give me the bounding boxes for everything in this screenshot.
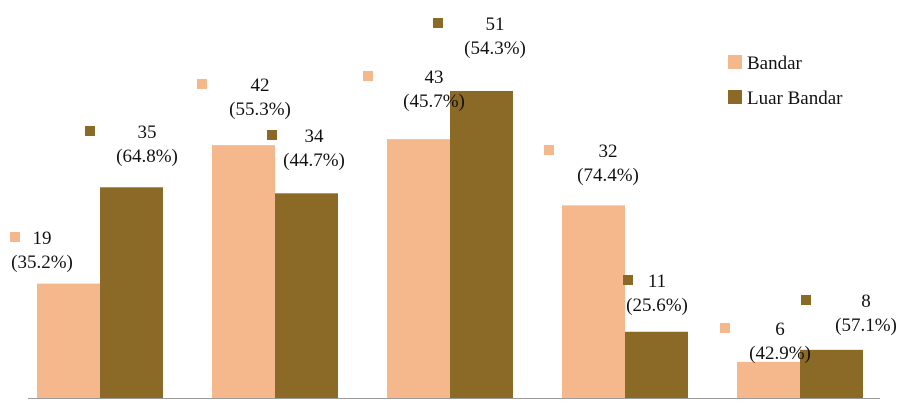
label-marker-bandar-4 <box>544 145 554 155</box>
data-label-percent-luar-bandar-2: (44.7%) <box>283 150 345 171</box>
bar-luar-bandar-5 <box>800 349 863 398</box>
legend-swatch-bandar <box>728 55 742 69</box>
bar-bandar-1 <box>37 283 100 398</box>
legend: Bandar Luar Bandar <box>728 53 843 109</box>
data-label-value-luar-bandar-4: 11 <box>648 271 666 292</box>
data-label-value-bandar-4: 32 <box>599 141 618 162</box>
bar-luar-bandar-4 <box>625 331 688 398</box>
data-label-value-luar-bandar-3: 51 <box>486 14 505 35</box>
label-marker-bandar-5 <box>720 323 730 333</box>
data-label-percent-bandar-3: (45.7%) <box>403 91 465 112</box>
bar-bandar-4 <box>562 205 625 398</box>
data-label-value-luar-bandar-5: 8 <box>861 291 871 312</box>
bar-luar-bandar-1 <box>100 187 163 398</box>
data-label-value-bandar-1: 19 <box>33 228 52 249</box>
label-marker-luar-bandar-3 <box>433 18 443 28</box>
data-label-percent-luar-bandar-4: (25.6%) <box>626 295 688 316</box>
data-label-percent-luar-bandar-5: (57.1%) <box>835 315 897 336</box>
data-label-percent-bandar-1: (35.2%) <box>11 252 73 273</box>
label-marker-luar-bandar-1 <box>85 126 95 136</box>
legend-swatch-luar-bandar <box>728 90 742 104</box>
data-labels-layer: 19 (35.2%) 42 (55.3%) 43 (45.7%) 32 (74.4%) 6 (42… <box>10 14 897 364</box>
legend-label-bandar: Bandar <box>747 53 803 74</box>
label-marker-bandar-3 <box>363 71 373 81</box>
data-label-value-luar-bandar-1: 35 <box>138 122 157 143</box>
bar-luar-bandar-2 <box>275 193 338 398</box>
data-label-percent-bandar-5: (42.9%) <box>749 343 811 364</box>
data-label-percent-bandar-2: (55.3%) <box>229 99 291 120</box>
data-label-percent-luar-bandar-3: (54.3%) <box>464 38 526 59</box>
bar-bandar-2 <box>212 145 275 398</box>
bar-luar-bandar-3 <box>450 90 513 398</box>
label-marker-luar-bandar-4 <box>623 275 633 285</box>
data-label-value-bandar-3: 43 <box>425 67 444 88</box>
bar-bandar-5 <box>737 361 800 398</box>
data-label-value-luar-bandar-2: 34 <box>305 126 325 147</box>
data-label-percent-bandar-4: (74.4%) <box>577 165 639 186</box>
label-marker-bandar-1 <box>10 232 20 242</box>
data-label-value-bandar-2: 42 <box>251 75 270 96</box>
legend-label-luar-bandar: Luar Bandar <box>747 88 843 109</box>
label-marker-luar-bandar-2 <box>267 130 277 140</box>
bar-bandar-3 <box>387 139 450 398</box>
data-label-value-bandar-5: 6 <box>775 319 785 340</box>
label-marker-luar-bandar-5 <box>801 295 811 305</box>
label-marker-bandar-2 <box>197 79 207 89</box>
bars-layer <box>37 90 863 398</box>
data-label-percent-luar-bandar-1: (64.8%) <box>116 146 178 167</box>
